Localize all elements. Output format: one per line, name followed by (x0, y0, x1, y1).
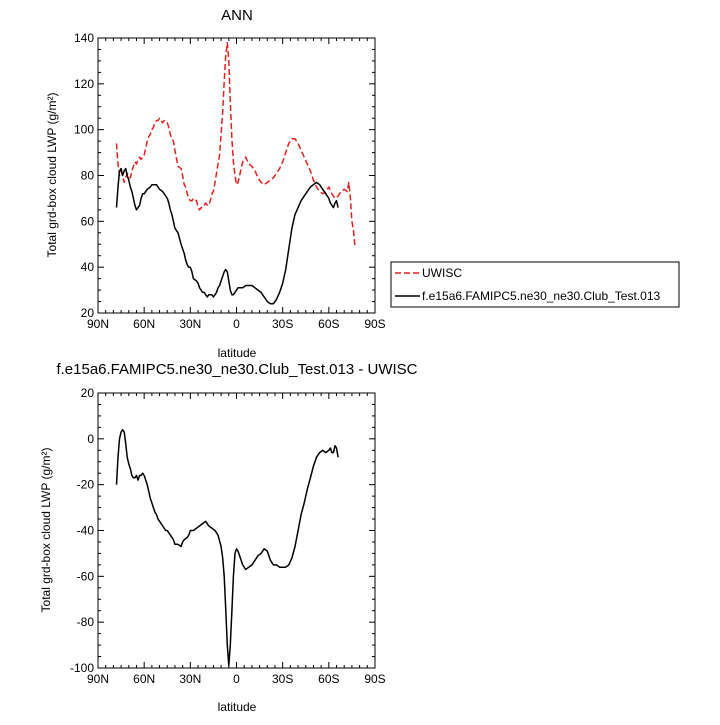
x-tick-label: 0 (233, 672, 240, 686)
legend-box (390, 261, 680, 308)
series-line-1-0 (115, 428, 339, 667)
series-line-0-1 (115, 167, 339, 305)
y-tick-label: -40 (77, 524, 95, 538)
x-tick-label: 90N (87, 672, 109, 686)
y-tick-label: 20 (81, 306, 95, 320)
x-axis-label-difference: latitude (218, 700, 257, 714)
y-tick-label: -80 (77, 615, 95, 629)
y-tick-label: -60 (77, 569, 95, 583)
legend-label-model: f.e15a6.FAMIPC5.ne30_ne30.Club_Test.013 (422, 289, 660, 303)
chart-title-difference: f.e15a6.FAMIPC5.ne30_ne30.Club_Test.013 … (56, 361, 417, 378)
x-tick-label: 60N (133, 672, 155, 686)
x-tick-label: 90S (364, 672, 385, 686)
plot-frame (97, 37, 376, 314)
series-line-0-0 (115, 41, 356, 247)
x-tick-label: 0 (233, 317, 240, 331)
y-tick-label: 40 (81, 260, 95, 274)
plot-frame (97, 392, 376, 669)
x-tick-label: 30N (179, 672, 201, 686)
y-tick-label: -100 (70, 661, 94, 675)
y-tick-label: 140 (74, 31, 94, 45)
y-axis-label-difference: Total grd-box cloud LWP (g/m²) (39, 448, 53, 613)
x-tick-label: 90N (87, 317, 109, 331)
x-axis-label: latitude (218, 346, 257, 360)
y-tick-label: 120 (74, 77, 94, 91)
x-tick-label: 30S (272, 672, 293, 686)
x-tick-label: 60N (133, 317, 155, 331)
x-tick-label: 30N (179, 317, 201, 331)
legend-label-uwisc: UWISC (422, 266, 462, 280)
plot-area-top: 90N 60N 30N 0 30S 60S 90S 20 40 60 80 100 120 140 (74, 31, 386, 331)
y-tick-label: 100 (74, 123, 94, 137)
panel-difference: f.e15a6.FAMIPC5.ne30_ne30.Club_Test.013 … (39, 361, 418, 714)
x-tick-label: 90S (364, 317, 385, 331)
chart-title: ANN (221, 7, 253, 24)
y-tick-label: -20 (77, 478, 95, 492)
panel-annual-lwp: ANN 90N 60N 30N 0 30S 60S 90S 20 40 60 80 100 120 140… (45, 7, 680, 360)
y-axis-label: Total grd-box cloud LWP (g/m²) (45, 93, 59, 258)
y-tick-label: 0 (87, 432, 94, 446)
x-tick-label: 60S (318, 317, 339, 331)
x-tick-label: 30S (272, 317, 293, 331)
legend: UWISC f.e15a6.FAMIPC5.ne30_ne30.Club_Tes… (390, 261, 680, 308)
x-tick-label: 60S (318, 672, 339, 686)
y-tick-label: 60 (81, 214, 95, 228)
y-tick-label: 80 (81, 169, 95, 183)
y-tick-label: 20 (81, 386, 95, 400)
plot-area-bottom: 90N 60N 30N 0 30S 60S 90S -100 -80 -60 -40 -20 0 20 (70, 386, 386, 686)
